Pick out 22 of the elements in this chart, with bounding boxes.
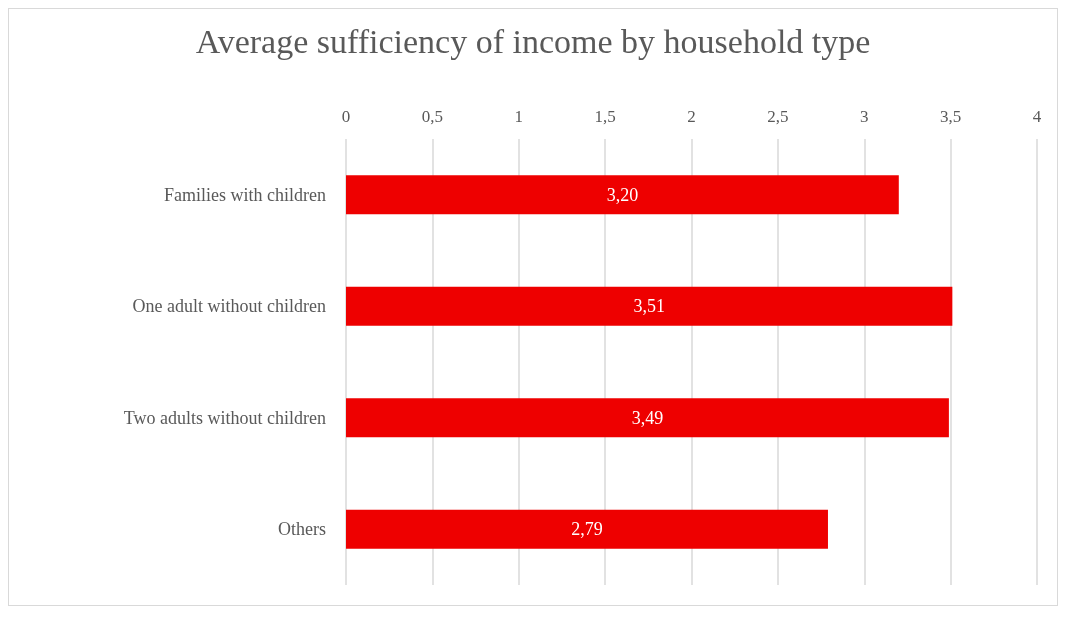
data-label: 3,20 — [606, 184, 639, 205]
y-tick-label: One adult without children — [132, 296, 326, 317]
y-tick-label: Families with children — [164, 184, 326, 205]
bar — [346, 398, 949, 438]
data-label: 3,49 — [631, 407, 664, 428]
x-tick-label: 4 — [1032, 107, 1042, 126]
x-tick-label: 2,5 — [767, 107, 789, 126]
chart-title: Average sufficiency of income by household type — [195, 22, 871, 60]
bar — [346, 175, 899, 215]
y-tick-label: Others — [278, 519, 326, 540]
x-tick-label: 3,5 — [940, 107, 962, 126]
x-tick-label: 0,5 — [421, 107, 443, 126]
x-tick-label: 3 — [860, 107, 869, 126]
data-label: 2,79 — [571, 519, 603, 540]
data-label: 3,51 — [633, 296, 665, 317]
x-tick-label: 0 — [341, 107, 351, 126]
x-tick-label: 2 — [687, 107, 696, 126]
x-tick-label: 1 — [514, 107, 523, 126]
bar — [346, 509, 828, 549]
y-tick-label: Two adults without children — [123, 407, 326, 428]
x-tick-label: 1,5 — [594, 107, 616, 126]
bar — [346, 286, 953, 326]
